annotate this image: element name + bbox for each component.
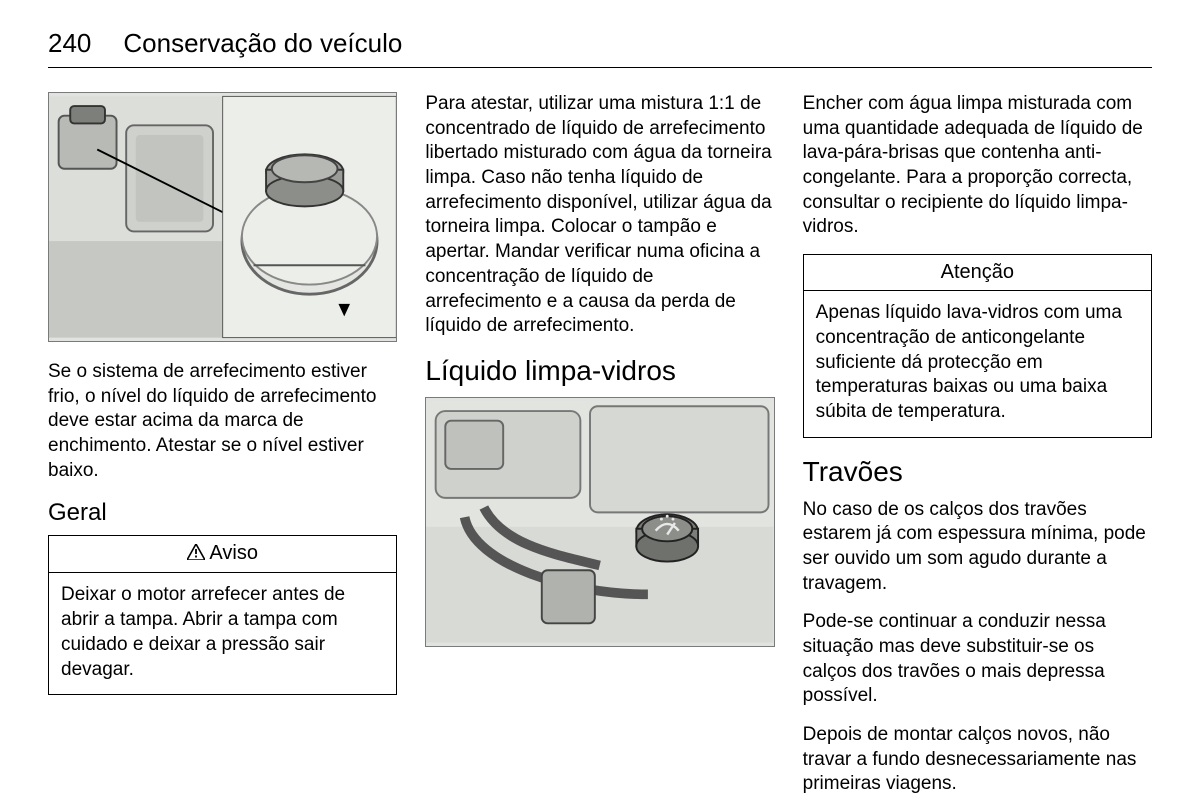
coolant-reservoir-illustration	[49, 93, 396, 341]
warning-box-header: Aviso	[49, 536, 396, 573]
chapter-title: Conservação do veículo	[123, 28, 402, 59]
column-3: Encher com água limpa misturada com uma …	[803, 92, 1152, 811]
brakes-para-2: Pode-se continuar a conduzir nessa situa…	[803, 610, 1152, 709]
brakes-para-3: Depois de montar calços novos, não trava…	[803, 723, 1152, 797]
content-columns: Se o sistema de arrefecimento estiver fr…	[48, 92, 1152, 811]
subheading-geral: Geral	[48, 499, 397, 527]
figure-coolant-reservoir	[48, 92, 397, 342]
washer-reservoir-illustration	[426, 398, 773, 646]
column-2: Para atestar, utilizar uma mistura 1:1 d…	[425, 92, 774, 811]
attention-body: Apenas líquido lava-vidros com uma conce…	[804, 291, 1151, 436]
attention-box: Atenção Apenas líquido lava-vidros com u…	[803, 254, 1152, 437]
warning-box: Aviso Deixar o motor arrefecer antes de …	[48, 535, 397, 695]
warning-triangle-icon	[187, 543, 205, 566]
figure-washer-reservoir	[425, 397, 774, 647]
warning-label: Aviso	[209, 542, 258, 564]
page-number: 240	[48, 28, 91, 59]
coolant-level-paragraph: Se o sistema de arrefecimento estiver fr…	[48, 360, 397, 483]
attention-label: Atenção	[804, 255, 1151, 291]
heading-travoes: Travões	[803, 456, 1152, 488]
coolant-topup-paragraph: Para atestar, utilizar uma mistura 1:1 d…	[425, 92, 774, 339]
warning-body: Deixar o motor arrefecer antes de abrir …	[49, 573, 396, 694]
heading-limpa-vidros: Líquido limpa-vidros	[425, 355, 774, 387]
page-header: 240 Conservação do veículo	[48, 28, 1152, 68]
brakes-para-1: No caso de os calços dos travões estarem…	[803, 498, 1152, 597]
washer-fill-paragraph: Encher com água limpa misturada com uma …	[803, 92, 1152, 240]
column-1: Se o sistema de arrefecimento estiver fr…	[48, 92, 397, 811]
